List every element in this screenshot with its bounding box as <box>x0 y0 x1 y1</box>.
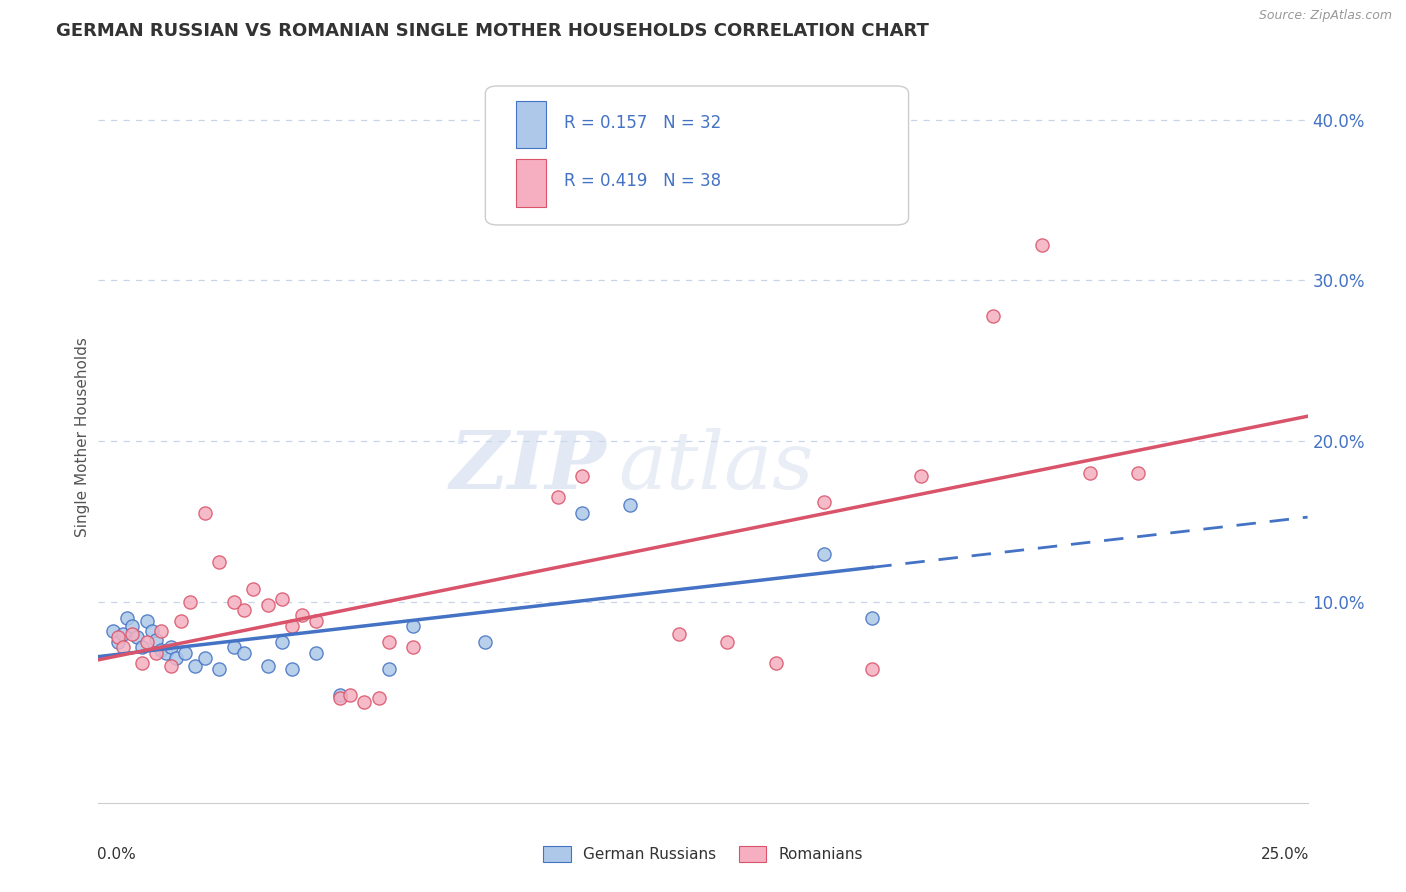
Point <box>135 614 157 628</box>
Point <box>107 630 129 644</box>
Point <box>111 627 134 641</box>
Text: Source: ZipAtlas.com: Source: ZipAtlas.com <box>1258 9 1392 22</box>
FancyBboxPatch shape <box>516 159 546 207</box>
Point <box>256 659 278 673</box>
Point <box>242 582 264 596</box>
Point <box>135 635 157 649</box>
Point <box>813 547 835 561</box>
Point <box>290 607 312 622</box>
Point <box>353 694 375 708</box>
Point <box>160 640 183 654</box>
Point <box>208 662 231 676</box>
Point <box>131 656 153 670</box>
Point <box>1128 467 1150 481</box>
Point <box>402 619 425 633</box>
Point <box>121 627 143 641</box>
Point <box>111 640 134 654</box>
Point <box>107 635 129 649</box>
Point <box>179 595 201 609</box>
Point <box>222 640 245 654</box>
Point <box>765 656 787 670</box>
Point <box>860 662 883 676</box>
Text: atlas: atlas <box>619 427 814 505</box>
Point <box>813 495 835 509</box>
Point <box>377 635 399 649</box>
Text: GERMAN RUSSIAN VS ROMANIAN SINGLE MOTHER HOUSEHOLDS CORRELATION CHART: GERMAN RUSSIAN VS ROMANIAN SINGLE MOTHER… <box>56 22 929 40</box>
Point <box>474 635 496 649</box>
Point <box>165 651 187 665</box>
Point <box>981 309 1004 323</box>
Point <box>174 646 197 660</box>
Point <box>668 627 690 641</box>
Text: R = 0.157   N = 32: R = 0.157 N = 32 <box>564 113 721 131</box>
Text: R = 0.419   N = 38: R = 0.419 N = 38 <box>564 172 721 190</box>
Point <box>131 640 153 654</box>
Point <box>860 611 883 625</box>
Point <box>184 659 207 673</box>
Point <box>339 688 361 702</box>
Point <box>232 646 254 660</box>
Point <box>1078 467 1101 481</box>
Point <box>101 624 124 638</box>
Point <box>305 614 328 628</box>
Point <box>194 507 217 521</box>
Y-axis label: Single Mother Households: Single Mother Households <box>75 337 90 537</box>
Point <box>117 611 139 625</box>
Point <box>329 688 352 702</box>
Point <box>368 691 391 706</box>
Point <box>208 555 231 569</box>
Point <box>155 646 177 660</box>
Point <box>271 635 294 649</box>
Point <box>329 691 352 706</box>
Point <box>232 603 254 617</box>
Point <box>222 595 245 609</box>
Text: ZIP: ZIP <box>450 427 606 505</box>
Point <box>121 619 143 633</box>
FancyBboxPatch shape <box>485 86 908 225</box>
Point <box>571 469 593 483</box>
Point <box>256 598 278 612</box>
Point <box>150 624 173 638</box>
Point <box>194 651 217 665</box>
Point <box>716 635 738 649</box>
Point <box>547 491 569 505</box>
Point <box>141 624 163 638</box>
Legend: German Russians, Romanians: German Russians, Romanians <box>537 840 869 868</box>
FancyBboxPatch shape <box>516 101 546 148</box>
Point <box>160 659 183 673</box>
Point <box>145 646 167 660</box>
Point <box>127 630 149 644</box>
Point <box>402 640 425 654</box>
Point <box>305 646 328 660</box>
Point <box>571 507 593 521</box>
Point <box>150 643 173 657</box>
Point <box>281 662 304 676</box>
Point <box>377 662 399 676</box>
Point <box>271 591 294 606</box>
Point <box>910 469 932 483</box>
Point <box>1031 238 1053 252</box>
Point <box>145 633 167 648</box>
Point <box>619 499 641 513</box>
Text: 25.0%: 25.0% <box>1260 847 1309 862</box>
Point <box>169 614 191 628</box>
Point <box>281 619 304 633</box>
Text: 0.0%: 0.0% <box>97 847 136 862</box>
